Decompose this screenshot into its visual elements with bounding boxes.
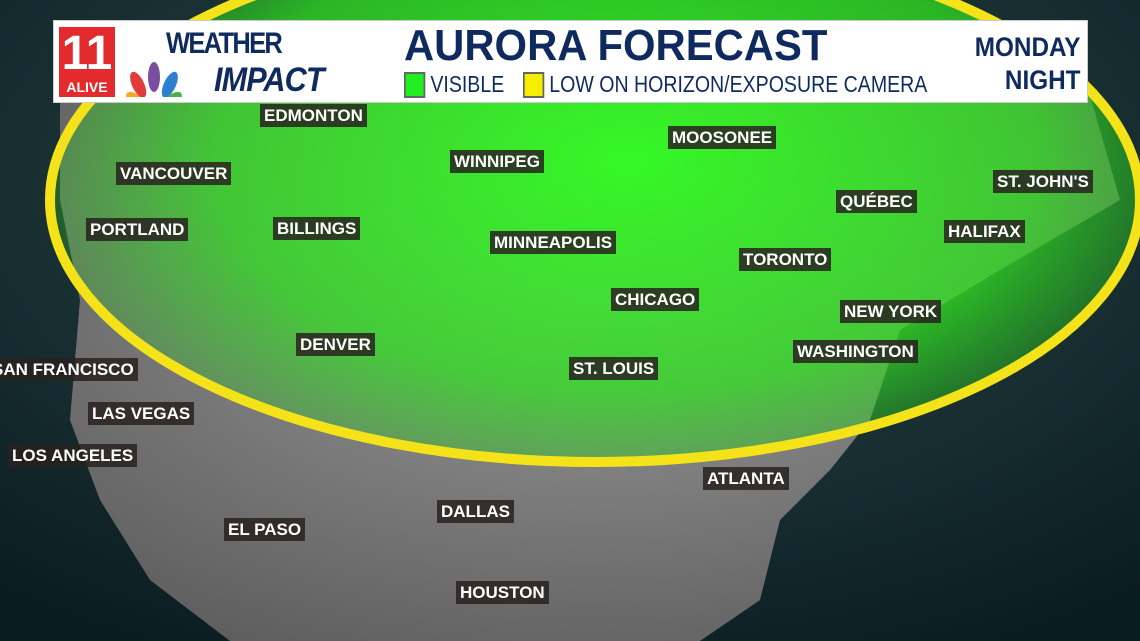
page-title: AURORA FORECAST	[404, 21, 828, 70]
city-label: MINNEAPOLIS	[490, 231, 617, 254]
legend-label-visible: VISIBLE	[430, 71, 505, 97]
city-label: NEW YORK	[840, 300, 942, 323]
city-label: LOS ANGELES	[8, 444, 138, 467]
city-label: EL PASO	[224, 518, 306, 541]
city-label: VANCOUVER	[116, 162, 232, 185]
legend-label-horizon: LOW ON HORIZON/EXPOSURE CAMERA	[549, 71, 928, 97]
city-label: DENVER	[296, 333, 375, 356]
city-label: PORTLAND	[86, 218, 189, 241]
city-label: LAS VEGAS	[88, 402, 195, 425]
city-label: ATLANTA	[703, 467, 789, 490]
legend: VISIBLE LOW ON HORIZON/EXPOSURE CAMERA	[404, 71, 927, 98]
city-label: ST. LOUIS	[569, 357, 659, 380]
city-label: QUÉBEC	[836, 190, 917, 213]
forecast-day: MONDAY NIGHT	[975, 31, 1081, 97]
city-label: BILLINGS	[273, 217, 361, 240]
peacock-logo-icon	[126, 62, 182, 97]
city-label: ST. JOHN'S	[993, 170, 1093, 193]
city-label: EDMONTON	[260, 104, 367, 127]
city-label: MOOSONEE	[668, 126, 777, 149]
city-label: WASHINGTON	[793, 340, 918, 363]
legend-swatch-visible	[404, 71, 426, 98]
forecast-day-line1: MONDAY	[975, 32, 1081, 62]
legend-swatch-horizon	[522, 71, 545, 98]
station-logo: 11 ALIVE	[59, 27, 115, 97]
horizon-ring	[45, 0, 1140, 467]
city-label: HALIFAX	[944, 220, 1025, 243]
header-banner: 11 ALIVE WEATHER IMPACT AURORA FORECAST …	[53, 20, 1088, 103]
city-label: WINNIPEG	[450, 150, 544, 173]
city-label: DALLAS	[437, 500, 514, 523]
forecast-day-line2: NIGHT	[1005, 65, 1081, 95]
city-label: CHICAGO	[611, 288, 700, 311]
city-label: HOUSTON	[456, 581, 549, 604]
city-label: TORONTO	[739, 248, 832, 271]
brand-impact: IMPACT	[214, 61, 325, 99]
city-label: SAN FRANCISCO	[0, 358, 138, 381]
brand-weather: WEATHER	[166, 27, 283, 60]
